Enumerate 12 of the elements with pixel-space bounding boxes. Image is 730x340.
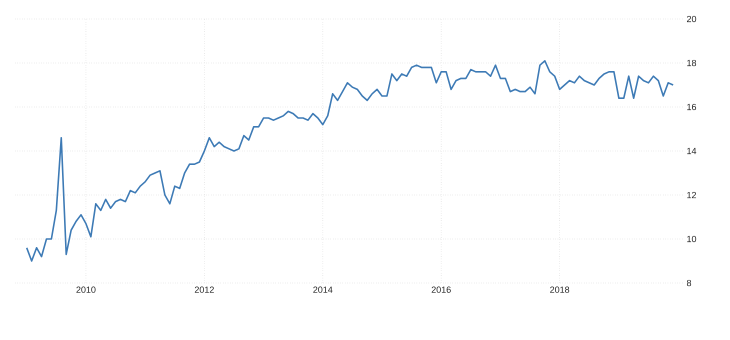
y-tick-label: 16 — [687, 104, 696, 110]
x-tick-label: 2018 — [550, 286, 570, 293]
x-tick-label: 2012 — [194, 286, 214, 293]
y-tick-label: 14 — [687, 148, 696, 154]
y-tick-label: 12 — [687, 192, 696, 198]
y-tick-label: 18 — [687, 60, 696, 66]
x-tick-label: 2016 — [432, 286, 451, 293]
x-tick-label: 2014 — [313, 286, 332, 293]
y-tick-label: 8 — [686, 280, 692, 286]
y-tick-label: 10 — [687, 236, 696, 242]
x-tick-label: 2010 — [76, 286, 96, 293]
y-tick-label: 20 — [686, 16, 696, 22]
